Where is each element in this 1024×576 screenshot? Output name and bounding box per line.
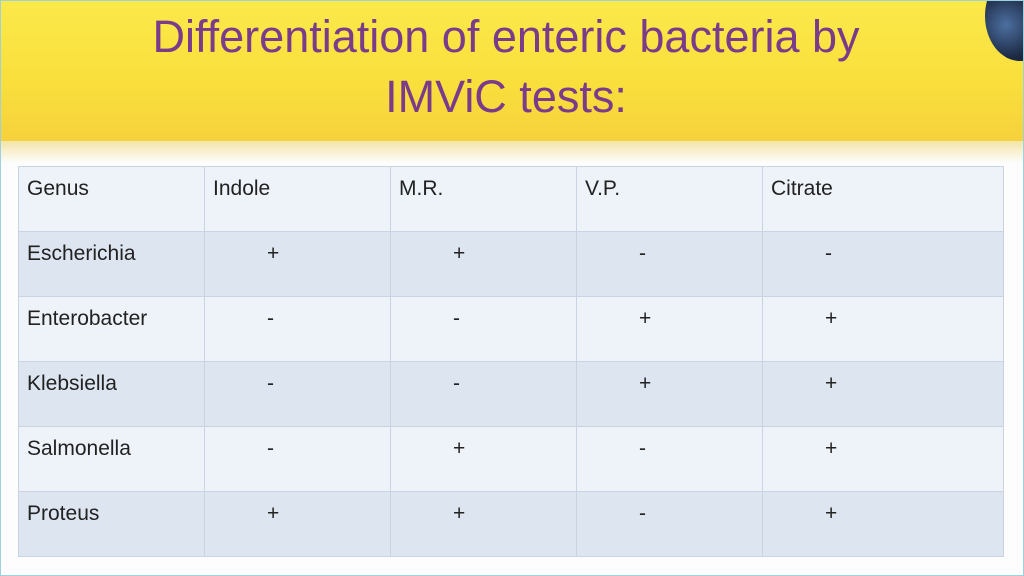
table-cell: + [762,296,1004,362]
header-cell: M.R. [390,166,577,232]
table-row: Enterobacter - - + + [18,296,1004,362]
banner-fade [1,141,1023,163]
table-cell: + [390,231,577,297]
table-cell: + [390,491,577,557]
table-row: Genus Indole M.R. V.P. Citrate [18,166,1004,232]
title-banner [1,1,1023,149]
table-cell: + [576,296,763,362]
title-line: IMViC tests: [385,71,627,122]
table-cell: Proteus [18,491,205,557]
table-cell: - [576,491,763,557]
header-cell: Indole [204,166,391,232]
table-row: Escherichia + + - - [18,231,1004,297]
table-cell: - [762,231,1004,297]
table-cell: + [204,231,391,297]
header-cell: Genus [18,166,205,232]
imvic-table: Genus Indole M.R. V.P. Citrate Escherichia + + -… [18,166,1004,557]
table-row: Proteus + + - + [18,491,1004,557]
table-cell: Salmonella [18,426,205,492]
title-line: Differentiation of enteric bacteria by [152,11,860,62]
table-cell: - [204,361,391,427]
table-cell: + [762,361,1004,427]
table-cell: + [390,426,577,492]
table-cell: + [762,426,1004,492]
table-row: Klebsiella - - + + [18,361,1004,427]
table-cell: - [576,426,763,492]
table-cell: Escherichia [18,231,205,297]
table-cell: Klebsiella [18,361,205,427]
table-cell: + [204,491,391,557]
table-row: Salmonella - + - + [18,426,1004,492]
table-cell: Enterobacter [18,296,205,362]
table-cell: + [576,361,763,427]
table-cell: - [204,426,391,492]
table-cell: - [390,361,577,427]
table-cell: + [762,491,1004,557]
table-cell: - [390,296,577,362]
slide-title: Differentiation of enteric bacteria by I… [1,7,1011,127]
header-cell: Citrate [762,166,1004,232]
table-cell: - [576,231,763,297]
header-cell: V.P. [576,166,763,232]
table-cell: - [204,296,391,362]
